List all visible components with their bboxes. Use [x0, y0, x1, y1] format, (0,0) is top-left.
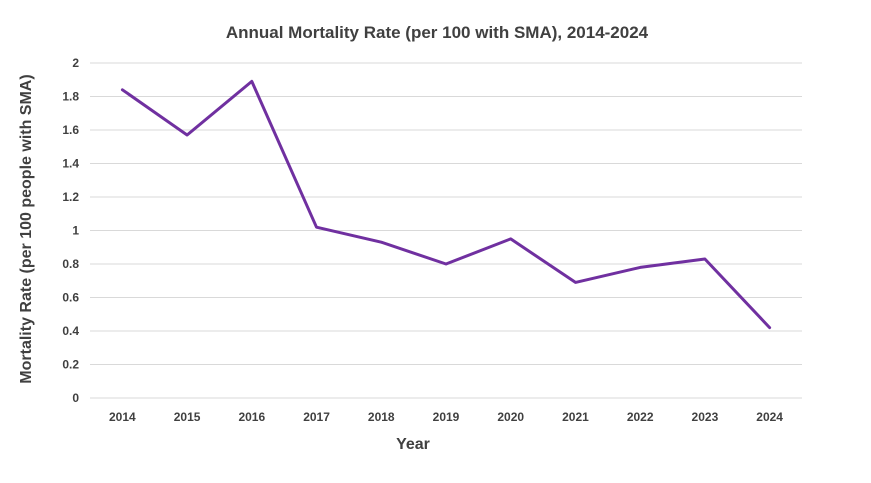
y-tick-label: 1 [72, 224, 79, 238]
y-tick-label: 0.8 [62, 257, 79, 271]
y-tick-label: 2 [72, 56, 79, 70]
y-tick-label: 0.6 [62, 291, 79, 305]
grid-lines [90, 62, 802, 399]
series-line-0 [120, 79, 772, 330]
y-axis-title: Mortality Rate (per 100 people with SMA) [18, 74, 35, 383]
x-tick-label: 2020 [497, 410, 524, 424]
x-axis-ticks: 2014 2015 2016 2017 2018 2019 2020 2021 2022 2023… [109, 410, 783, 424]
x-tick-label: 2019 [433, 410, 460, 424]
y-tick-label: 1.6 [62, 123, 79, 137]
y-tick-label: 1.2 [62, 190, 79, 204]
x-tick-label: 2022 [627, 410, 654, 424]
x-tick-label: 2014 [109, 410, 136, 424]
y-tick-label: 1.4 [62, 157, 79, 171]
x-tick-label: 2024 [756, 410, 783, 424]
y-tick-label: 0 [72, 391, 79, 405]
series-layer [120, 79, 772, 330]
x-tick-label: 2018 [368, 410, 395, 424]
x-tick-label: 2015 [174, 410, 201, 424]
y-axis-ticks: 0 0.2 0.4 0.6 0.8 1 1.2 1.4 1.6 1.8 2 [62, 56, 79, 405]
y-tick-label: 1.8 [62, 90, 79, 104]
x-tick-label: 2023 [692, 410, 719, 424]
chart-title: Annual Mortality Rate (per 100 with SMA)… [226, 23, 649, 42]
x-tick-label: 2017 [303, 410, 330, 424]
y-tick-label: 0.2 [62, 358, 79, 372]
x-tick-label: 2021 [562, 410, 589, 424]
x-axis-title: Year [396, 436, 430, 453]
x-tick-label: 2016 [238, 410, 265, 424]
y-tick-label: 0.4 [62, 324, 79, 338]
